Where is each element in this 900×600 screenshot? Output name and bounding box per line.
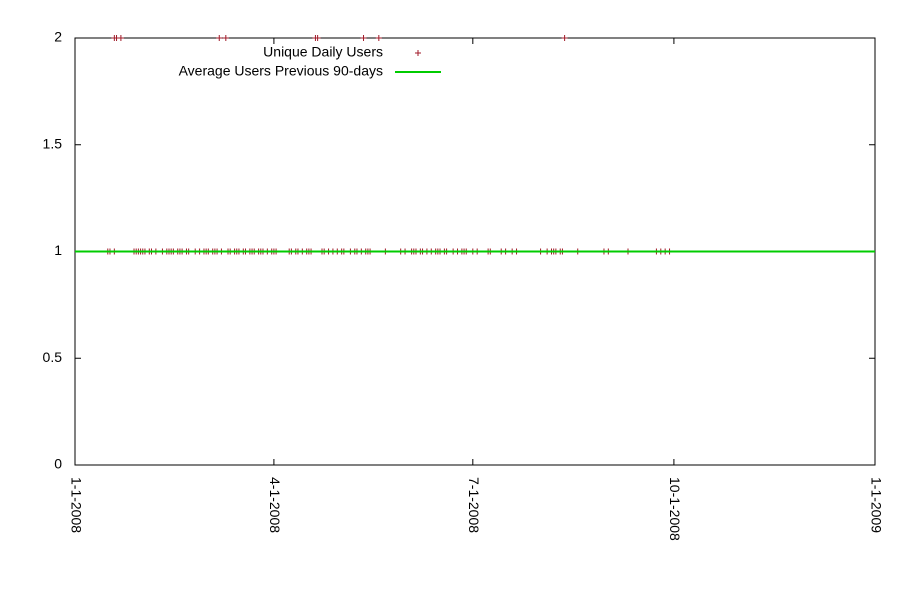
x-tick-label: 10-1-2008: [667, 477, 683, 541]
legend-label: Unique Daily Users: [263, 44, 383, 60]
data-point: [375, 35, 382, 41]
y-tick-label: 0.5: [43, 349, 63, 365]
y-tick-label: 0: [54, 456, 62, 472]
data-point: [117, 35, 124, 41]
y-tick-label: 1.5: [43, 135, 63, 151]
x-tick-label: 7-1-2008: [466, 477, 482, 533]
legend-marker: [415, 50, 421, 56]
data-point: [216, 35, 223, 41]
data-point: [314, 35, 321, 41]
x-tick-label: 4-1-2008: [267, 477, 283, 533]
x-tick-label: 1-1-2009: [868, 477, 884, 533]
x-tick-label: 1-1-2008: [68, 477, 84, 533]
y-tick-label: 1: [54, 242, 62, 258]
data-point: [222, 35, 229, 41]
data-point: [360, 35, 367, 41]
data-point: [561, 35, 568, 41]
legend-label: Average Users Previous 90-days: [179, 63, 383, 79]
y-tick-label: 2: [54, 29, 62, 45]
